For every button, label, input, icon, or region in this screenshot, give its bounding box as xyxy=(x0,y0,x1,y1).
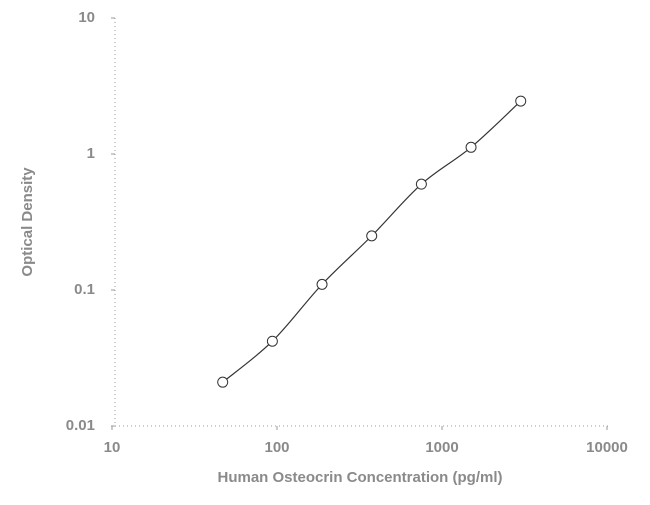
point xyxy=(366,230,378,242)
x-tick-label: 10 xyxy=(104,439,121,456)
x-axis-title: Human Osteocrin Concentration (pg/ml) xyxy=(217,469,502,486)
x-tick-label: 1000 xyxy=(425,439,458,456)
point xyxy=(465,141,477,153)
x-tick-label: 10000 xyxy=(586,439,628,456)
y-tick-label: 1 xyxy=(87,145,95,162)
y-tick-label: 10 xyxy=(78,9,95,26)
point xyxy=(515,95,527,107)
point xyxy=(316,278,328,290)
point xyxy=(415,178,427,190)
point xyxy=(217,376,229,388)
y-axis-title: Optical Density xyxy=(19,167,36,277)
point xyxy=(266,335,278,347)
y-tick-label: 0.1 xyxy=(74,281,95,298)
y-tick-label: 0.01 xyxy=(66,417,95,434)
x-tick-label: 100 xyxy=(264,439,289,456)
